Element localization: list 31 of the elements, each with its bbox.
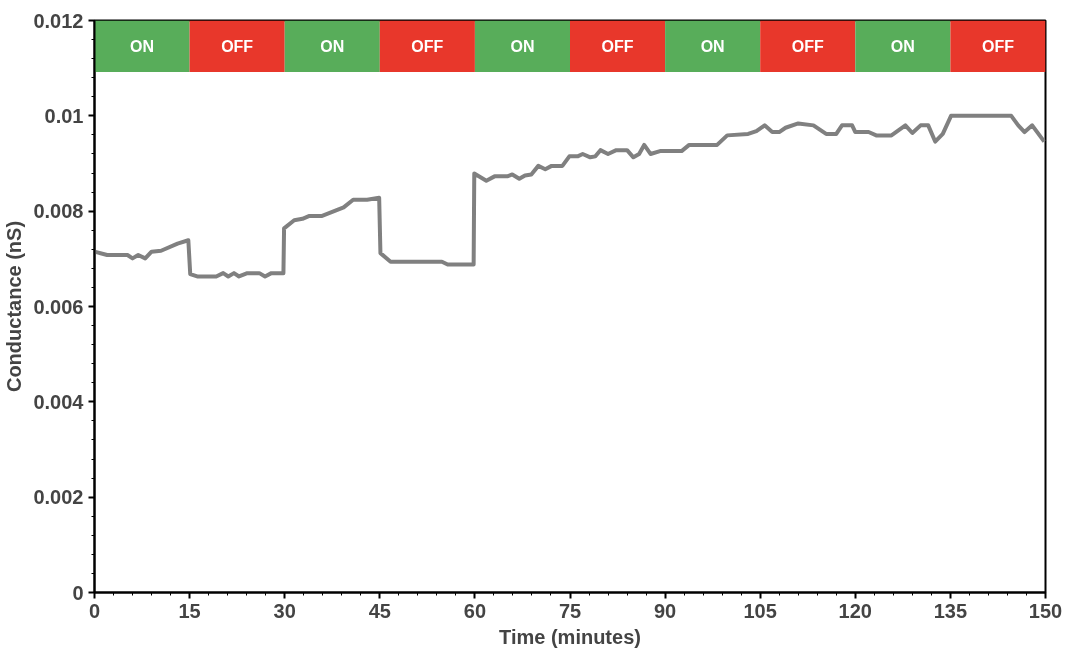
y-tick-label: 0.004 — [33, 390, 85, 413]
x-tick-label: 0 — [88, 599, 101, 622]
x-tick-label: 45 — [368, 599, 391, 622]
x-tick-label: 120 — [838, 599, 872, 622]
band-label: ON — [130, 37, 155, 55]
y-tick-label: 0.012 — [33, 9, 84, 32]
x-tick-label: 135 — [933, 599, 968, 622]
band-label: OFF — [981, 37, 1015, 55]
y-tick-label: 0.008 — [33, 200, 84, 223]
band-label: OFF — [411, 37, 444, 55]
band-label: ON — [890, 37, 915, 55]
y-tick-label: 0 — [72, 581, 84, 604]
band-label: ON — [320, 37, 345, 55]
x-tick-label: 60 — [463, 599, 487, 622]
band-label: ON — [700, 37, 725, 55]
band-label: OFF — [221, 37, 254, 55]
y-tick-label: 0.006 — [33, 295, 84, 318]
y-axis-title: Conductance (nS) — [3, 220, 26, 393]
x-axis-title: Time (minutes) — [499, 625, 641, 648]
band-label: OFF — [791, 37, 824, 55]
x-tick-label: 105 — [743, 599, 777, 622]
band-label: ON — [510, 37, 535, 55]
y-tick-label: 0.002 — [33, 486, 84, 509]
y-tick-label: 0.01 — [44, 104, 84, 127]
line-series — [94, 113, 1046, 279]
x-tick-label: 90 — [653, 599, 677, 622]
x-tick-label: 15 — [178, 599, 201, 622]
band-label: OFF — [601, 37, 634, 55]
x-tick-label: 150 — [1028, 599, 1063, 622]
x-tick-label: 75 — [558, 599, 582, 622]
x-tick-label: 30 — [273, 599, 296, 622]
